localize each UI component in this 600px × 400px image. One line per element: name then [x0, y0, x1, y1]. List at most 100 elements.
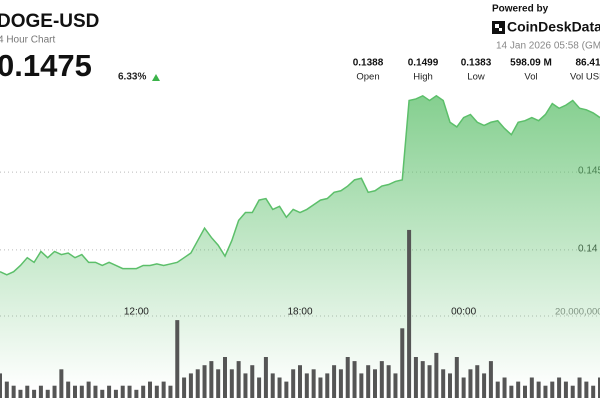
volume-bar	[509, 385, 514, 398]
volume-bar	[113, 389, 118, 398]
volume-bar	[468, 369, 473, 398]
volume-bar	[202, 365, 207, 398]
stat-label: Low	[467, 72, 485, 83]
x-tick-label: 18:00	[287, 307, 312, 318]
x-tick-label: 12:00	[124, 307, 149, 318]
volume-bar	[563, 381, 568, 398]
volume-bar	[263, 357, 268, 398]
symbol: DOGE-USD	[0, 11, 99, 32]
volume-bar	[598, 377, 600, 398]
volume-bar	[448, 373, 452, 398]
volume-bar	[550, 381, 555, 398]
volume-bar	[393, 373, 398, 398]
volume-bar	[311, 369, 316, 398]
volume-bar	[379, 361, 384, 398]
powered-by: Powered by	[492, 4, 549, 15]
volume-bar	[52, 385, 57, 398]
volume-bar	[413, 357, 418, 398]
volume-bar	[257, 377, 262, 398]
volume-bar	[277, 377, 282, 398]
volume-bar	[73, 385, 77, 398]
stat-value: 0.1388	[353, 58, 384, 69]
brand: CoinDeskData	[507, 19, 600, 35]
volume-bar	[345, 357, 350, 398]
volume-bar	[0, 373, 2, 398]
volume-bar	[284, 381, 289, 398]
volume-bar	[516, 381, 521, 398]
volume-bar	[168, 385, 173, 398]
volume-bar	[304, 373, 309, 398]
volume-bar	[291, 369, 296, 398]
volume-bar	[25, 385, 30, 398]
volume-bar	[434, 352, 439, 398]
volume-bar	[352, 361, 357, 398]
volume-bar	[400, 328, 405, 398]
volume-bar	[107, 385, 112, 398]
stat-value: 86.41	[575, 58, 600, 69]
volume-bar	[154, 385, 159, 398]
stat-label: High	[413, 72, 433, 83]
price: 0.1475	[0, 48, 92, 83]
volume-bar	[250, 365, 255, 398]
up-arrow	[152, 74, 160, 81]
volume-bar	[236, 361, 241, 398]
volume-bar	[182, 377, 187, 398]
stat-label: Vol	[524, 72, 537, 83]
stat-value: 0.1383	[461, 58, 492, 69]
stat-label: Vol USD	[570, 72, 600, 83]
volume-bar	[86, 381, 91, 398]
volume-bar	[529, 377, 534, 398]
subtitle: 4 Hour Chart	[0, 35, 55, 46]
stat-label: Open	[356, 72, 379, 83]
volume-bar	[359, 373, 364, 398]
change: 6.33%	[118, 72, 146, 83]
volume-bar	[386, 365, 391, 398]
volume-bar	[229, 369, 234, 398]
volume-bar	[4, 381, 9, 398]
volume-bar	[100, 389, 105, 398]
volume-bar	[557, 377, 562, 398]
stats: 0.1388 Open 0.1499 High 0.1383 Low 598.09 M Vol…	[353, 58, 600, 83]
volume-bar	[454, 357, 459, 398]
volume-bar	[148, 381, 152, 398]
timestamp: 14 Jan 2026 05:58 (GMT	[496, 41, 600, 52]
volume-bar	[373, 369, 377, 398]
price-area	[0, 95, 600, 391]
price-line	[0, 94, 600, 276]
volume-bar	[223, 357, 227, 398]
stat-value: 598.09 M	[510, 58, 552, 69]
volume-bar	[188, 373, 193, 398]
volume-bar	[488, 361, 493, 398]
logo	[492, 21, 505, 34]
volume-bar	[523, 385, 527, 398]
volume-bar	[577, 377, 582, 398]
volume-bar	[209, 361, 214, 398]
volume-bar	[325, 373, 330, 398]
volume-bar	[18, 389, 23, 398]
volume-bar	[243, 373, 248, 398]
volume-bar	[32, 389, 37, 398]
volume-bar	[441, 369, 446, 398]
volume-bar	[134, 389, 139, 398]
volume-bar	[175, 320, 180, 398]
x-tick-label: 00:00	[451, 307, 476, 318]
volume-bar	[591, 385, 596, 398]
volume-bar	[120, 385, 125, 398]
volume-bar	[141, 385, 146, 398]
volume-bar	[59, 369, 64, 398]
volume-bar	[161, 381, 166, 398]
volume-bar	[332, 365, 337, 398]
volume-bar	[543, 385, 548, 398]
volume-bar	[66, 381, 71, 398]
volume-bar	[461, 377, 466, 398]
volume-bar	[536, 381, 541, 398]
stat-value: 0.1499	[408, 58, 439, 69]
volume-bar	[298, 365, 302, 398]
volume-bar	[420, 361, 425, 398]
volume-bar	[427, 365, 432, 398]
volume-bar	[584, 381, 589, 398]
volume-bar	[570, 385, 575, 398]
volume-bar	[502, 377, 507, 398]
